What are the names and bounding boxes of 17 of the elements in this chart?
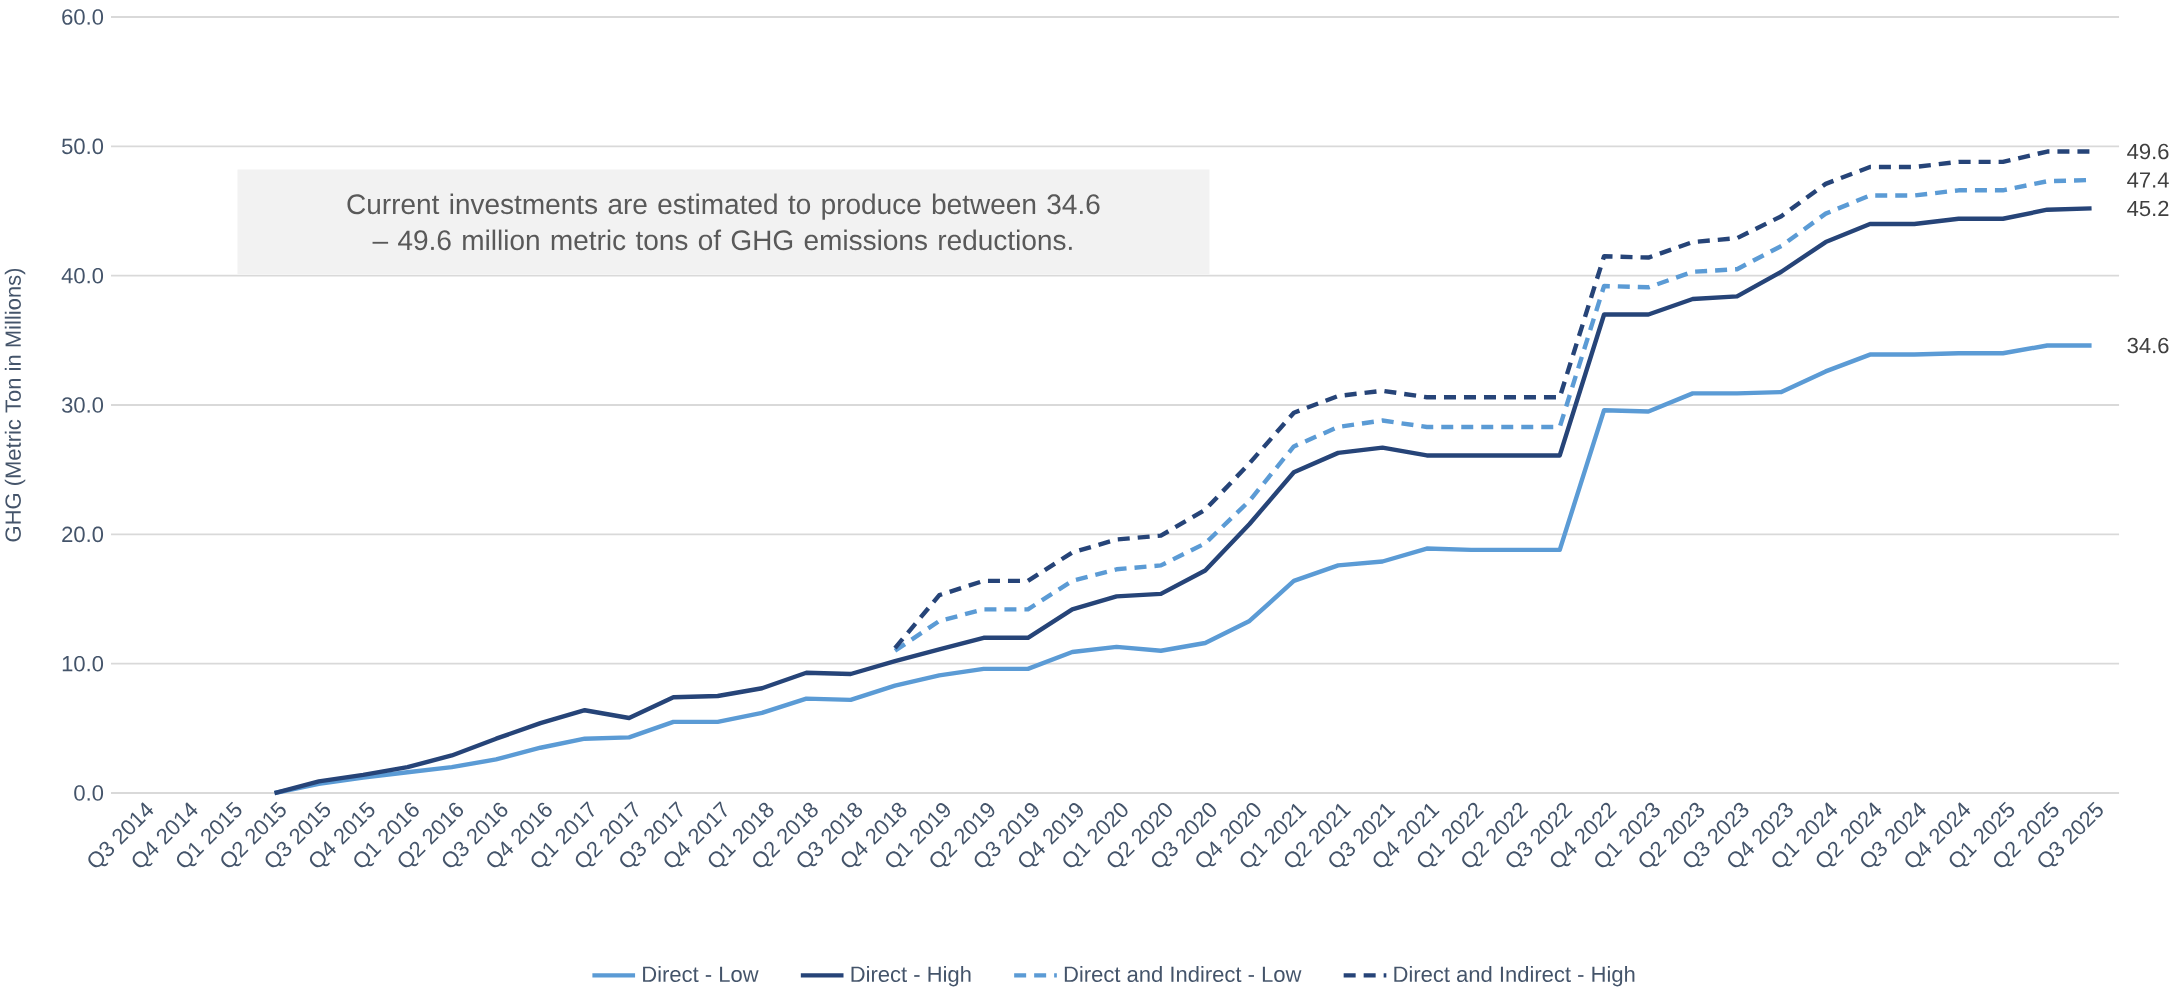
data-label: 49.6	[2127, 143, 2169, 160]
y-tick-label: 50.0	[62, 138, 104, 155]
legend-label: Direct and Indirect - High	[1394, 965, 1635, 987]
data-label: 45.2	[2127, 200, 2169, 217]
y-tick-label: 0.0	[74, 785, 104, 801]
legend-label: Direct - Low	[643, 965, 759, 983]
y-tick-label: 20.0	[62, 526, 104, 543]
y-axis-title: GHG (Metric Ton in Millions)	[4, 268, 26, 542]
y-tick-label: 10.0	[62, 655, 104, 672]
y-tick-label: 60.0	[62, 9, 104, 25]
annotation: Current investments are estimated to produce between 34.6 – 49.6 million metric tons of GHG emissions reductions.	[347, 193, 1100, 251]
y-tick-label: 40.0	[61, 267, 104, 284]
legend-label: Direct and Indirect - Low	[1064, 965, 1302, 983]
legend-label: Direct - High	[851, 965, 971, 987]
y-tick-label: 30.0	[61, 397, 104, 413]
data-label: 47.4	[2127, 172, 2169, 188]
data-label: 34.6	[2127, 337, 2169, 354]
